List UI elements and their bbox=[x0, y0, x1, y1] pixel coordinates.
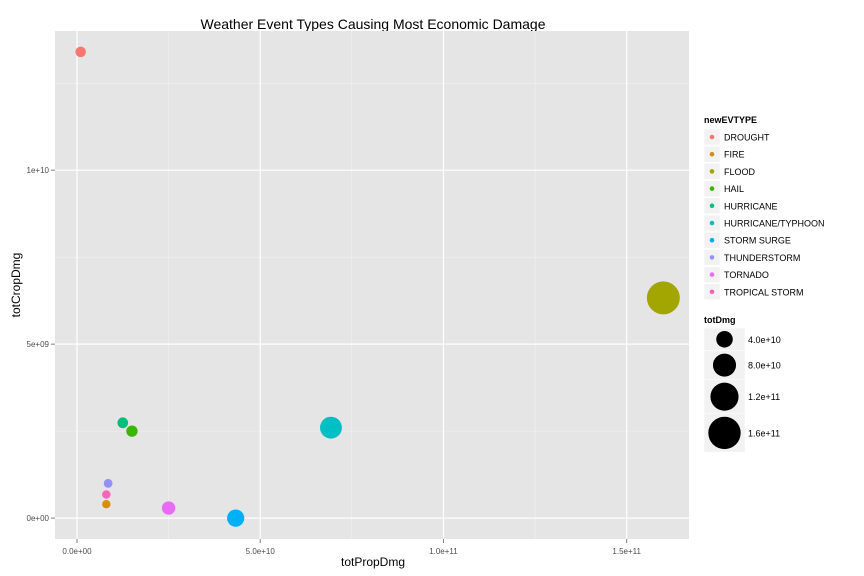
major-gridlines bbox=[55, 31, 689, 539]
point-hail bbox=[126, 425, 138, 437]
legend-label: FIRE bbox=[724, 150, 745, 160]
legend-label: HURRICANE bbox=[724, 201, 778, 211]
y-axis-label: totCropDmg bbox=[9, 253, 23, 318]
point-flood bbox=[646, 281, 680, 315]
y-axis-ticks: 0e+00 5e+09 1e+10 bbox=[27, 166, 55, 523]
legend-swatch bbox=[709, 134, 715, 140]
point-hurricane-typhoon bbox=[319, 416, 342, 439]
size-legend-label: 4.0e+10 bbox=[748, 335, 781, 345]
point-fire bbox=[102, 500, 111, 509]
x-tick-label: 0.0e+00 bbox=[62, 547, 92, 556]
chart-title: Weather Event Types Causing Most Economi… bbox=[201, 16, 546, 32]
x-axis-ticks: 0.0e+00 5.0e+10 1.0e+11 1.5e+11 bbox=[62, 539, 642, 556]
y-tick-label: 5e+09 bbox=[27, 340, 50, 349]
plot-panel bbox=[55, 31, 689, 539]
point-hurricane bbox=[117, 417, 129, 429]
data-points bbox=[75, 46, 680, 527]
color-legend-title: newEVTYPE bbox=[704, 115, 757, 125]
size-legend-label: 8.0e+10 bbox=[748, 361, 781, 371]
size-legend-circle bbox=[712, 353, 737, 377]
legend-swatch bbox=[709, 255, 715, 260]
legend-swatch bbox=[709, 272, 715, 277]
size-legend-circle bbox=[708, 416, 741, 450]
legend-label: TORNADO bbox=[724, 270, 769, 280]
legend-label: THUNDERSTORM bbox=[724, 253, 800, 263]
legend-label: HURRICANE/TYPHOON bbox=[724, 219, 825, 229]
y-tick-label: 0e+00 bbox=[27, 514, 50, 523]
size-legend-circle bbox=[716, 331, 733, 348]
point-thunderstorm bbox=[103, 478, 113, 488]
legend-swatch bbox=[709, 220, 715, 226]
legend-label: DROUGHT bbox=[724, 133, 770, 143]
legend-label: HAIL bbox=[724, 184, 744, 194]
color-legend: DROUGHT FIRE FLOOD HAIL HURRICANE HURRICANE/T… bbox=[703, 128, 825, 301]
size-legend-label: 1.2e+11 bbox=[748, 392, 780, 402]
minor-gridlines bbox=[55, 31, 689, 539]
legend-label: FLOOD bbox=[724, 167, 756, 177]
size-legend-label: 1.6e+11 bbox=[748, 428, 780, 438]
legend-swatch bbox=[709, 151, 715, 157]
size-legend: 4.0e+10 8.0e+10 1.2e+11 1.6e+11 bbox=[703, 327, 781, 453]
y-tick-label: 1e+10 bbox=[27, 166, 50, 175]
legend-label: TROPICAL STORM bbox=[724, 287, 804, 297]
legend-label: STORM SURGE bbox=[724, 236, 791, 246]
x-axis-label: totPropDmg bbox=[341, 555, 405, 569]
point-tropical-storm bbox=[102, 490, 111, 499]
legend-swatch bbox=[709, 203, 715, 209]
x-tick-label: 5.0e+10 bbox=[246, 547, 276, 556]
point-tornado bbox=[161, 501, 176, 515]
legend-swatch bbox=[709, 289, 715, 295]
point-storm-surge bbox=[227, 509, 245, 527]
legend-swatch bbox=[709, 169, 715, 174]
legend-swatch bbox=[709, 186, 715, 191]
point-drought bbox=[75, 46, 86, 58]
x-tick-label: 1.5e+11 bbox=[612, 547, 641, 556]
size-legend-circle bbox=[710, 382, 739, 411]
size-legend-title: totDmg bbox=[704, 315, 736, 325]
x-tick-label: 1.0e+11 bbox=[429, 547, 458, 556]
legend-swatch bbox=[709, 237, 715, 243]
